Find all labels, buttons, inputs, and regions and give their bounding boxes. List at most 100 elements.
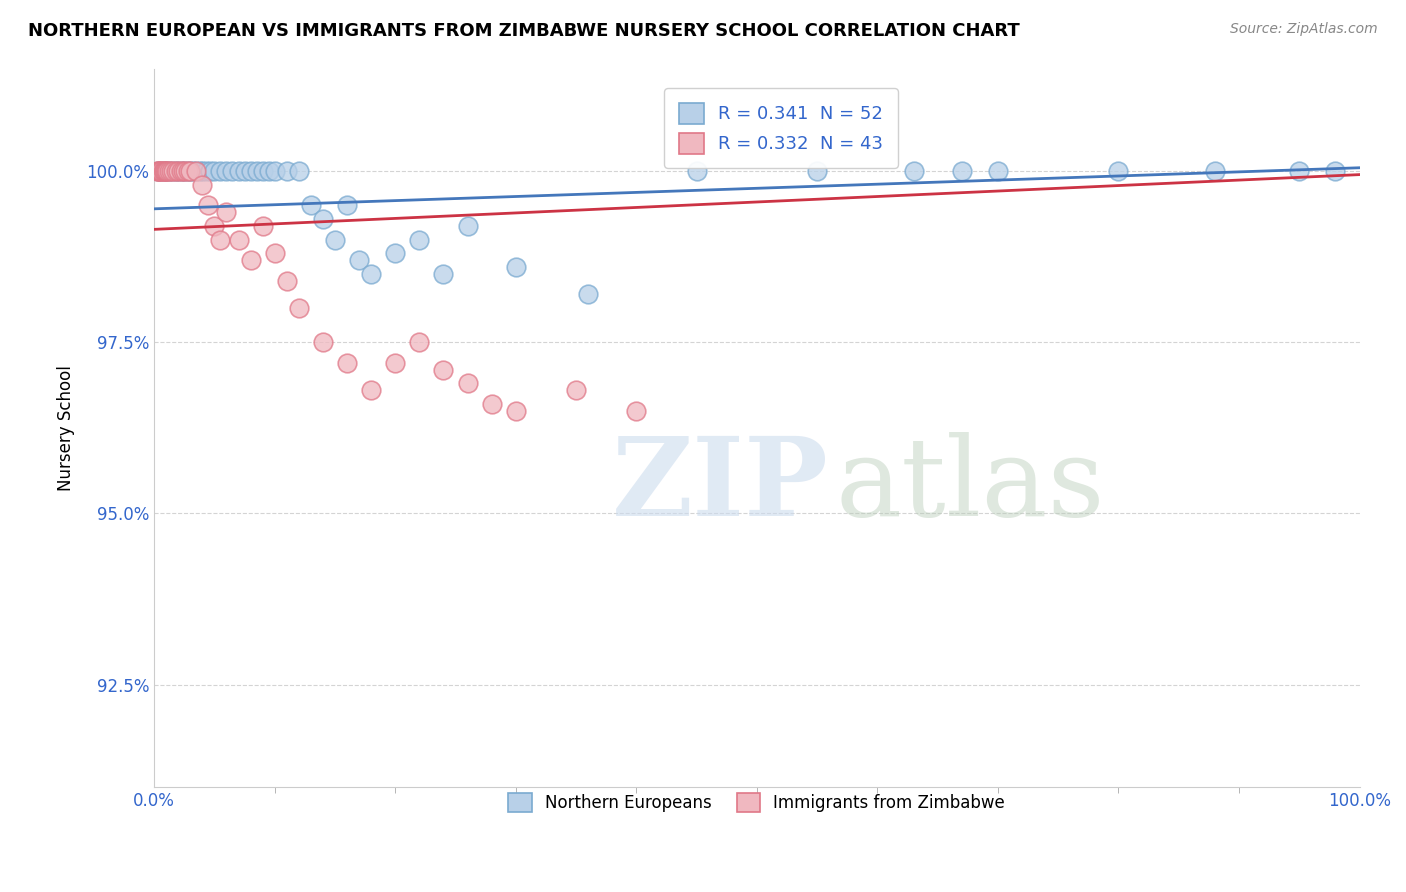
Point	[276, 274, 298, 288]
Point	[312, 212, 335, 227]
Point	[160, 164, 183, 178]
Point	[191, 178, 214, 192]
Point	[177, 164, 200, 178]
Point	[252, 164, 274, 178]
Point	[576, 287, 599, 301]
Point	[360, 383, 382, 397]
Point	[432, 362, 454, 376]
Point	[152, 164, 174, 178]
Point	[177, 164, 200, 178]
Point	[181, 164, 204, 178]
Text: atlas: atlas	[835, 432, 1105, 539]
Point	[173, 164, 195, 178]
Point	[1204, 164, 1226, 178]
Point	[179, 164, 201, 178]
Point	[432, 267, 454, 281]
Point	[299, 198, 322, 212]
Point	[950, 164, 973, 178]
Point	[198, 164, 221, 178]
Point	[228, 233, 250, 247]
Point	[505, 403, 527, 417]
Point	[903, 164, 925, 178]
Point	[221, 164, 243, 178]
Point	[152, 164, 174, 178]
Point	[457, 219, 479, 233]
Text: ZIP: ZIP	[612, 432, 830, 539]
Point	[288, 164, 311, 178]
Point	[157, 164, 180, 178]
Point	[165, 164, 187, 178]
Point	[170, 164, 193, 178]
Point	[145, 164, 167, 178]
Point	[987, 164, 1010, 178]
Point	[150, 164, 173, 178]
Point	[263, 164, 285, 178]
Point	[276, 164, 298, 178]
Text: Source: ZipAtlas.com: Source: ZipAtlas.com	[1230, 22, 1378, 37]
Point	[209, 233, 232, 247]
Point	[146, 164, 169, 178]
Y-axis label: Nursery School: Nursery School	[58, 365, 75, 491]
Point	[246, 164, 269, 178]
Point	[347, 253, 370, 268]
Point	[257, 164, 280, 178]
Point	[204, 164, 226, 178]
Point	[157, 164, 180, 178]
Point	[167, 164, 190, 178]
Point	[336, 356, 359, 370]
Point	[148, 164, 170, 178]
Point	[209, 164, 232, 178]
Point	[169, 164, 191, 178]
Point	[1324, 164, 1347, 178]
Point	[408, 233, 430, 247]
Point	[215, 164, 238, 178]
Point	[165, 164, 187, 178]
Point	[204, 219, 226, 233]
Point	[153, 164, 176, 178]
Point	[215, 205, 238, 219]
Point	[233, 164, 256, 178]
Point	[155, 164, 177, 178]
Point	[1288, 164, 1310, 178]
Point	[288, 301, 311, 315]
Point	[197, 198, 219, 212]
Point	[186, 164, 208, 178]
Point	[239, 164, 262, 178]
Point	[186, 164, 208, 178]
Point	[172, 164, 194, 178]
Point	[1107, 164, 1129, 178]
Point	[149, 164, 172, 178]
Point	[228, 164, 250, 178]
Legend: Northern Europeans, Immigrants from Zimbabwe: Northern Europeans, Immigrants from Zimb…	[495, 780, 1018, 826]
Point	[312, 335, 335, 350]
Point	[806, 164, 828, 178]
Point	[146, 164, 169, 178]
Point	[195, 164, 218, 178]
Point	[179, 164, 201, 178]
Point	[360, 267, 382, 281]
Point	[152, 164, 174, 178]
Point	[408, 335, 430, 350]
Point	[252, 219, 274, 233]
Point	[149, 164, 172, 178]
Point	[384, 246, 406, 260]
Point	[188, 164, 211, 178]
Point	[565, 383, 588, 397]
Point	[685, 164, 707, 178]
Point	[457, 376, 479, 391]
Point	[160, 164, 183, 178]
Point	[323, 233, 346, 247]
Point	[191, 164, 214, 178]
Point	[155, 164, 177, 178]
Point	[156, 164, 179, 178]
Text: NORTHERN EUROPEAN VS IMMIGRANTS FROM ZIMBABWE NURSERY SCHOOL CORRELATION CHART: NORTHERN EUROPEAN VS IMMIGRANTS FROM ZIM…	[28, 22, 1019, 40]
Point	[505, 260, 527, 274]
Point	[263, 246, 285, 260]
Point	[626, 403, 648, 417]
Point	[162, 164, 184, 178]
Point	[384, 356, 406, 370]
Point	[174, 164, 197, 178]
Point	[167, 164, 190, 178]
Point	[481, 397, 503, 411]
Point	[336, 198, 359, 212]
